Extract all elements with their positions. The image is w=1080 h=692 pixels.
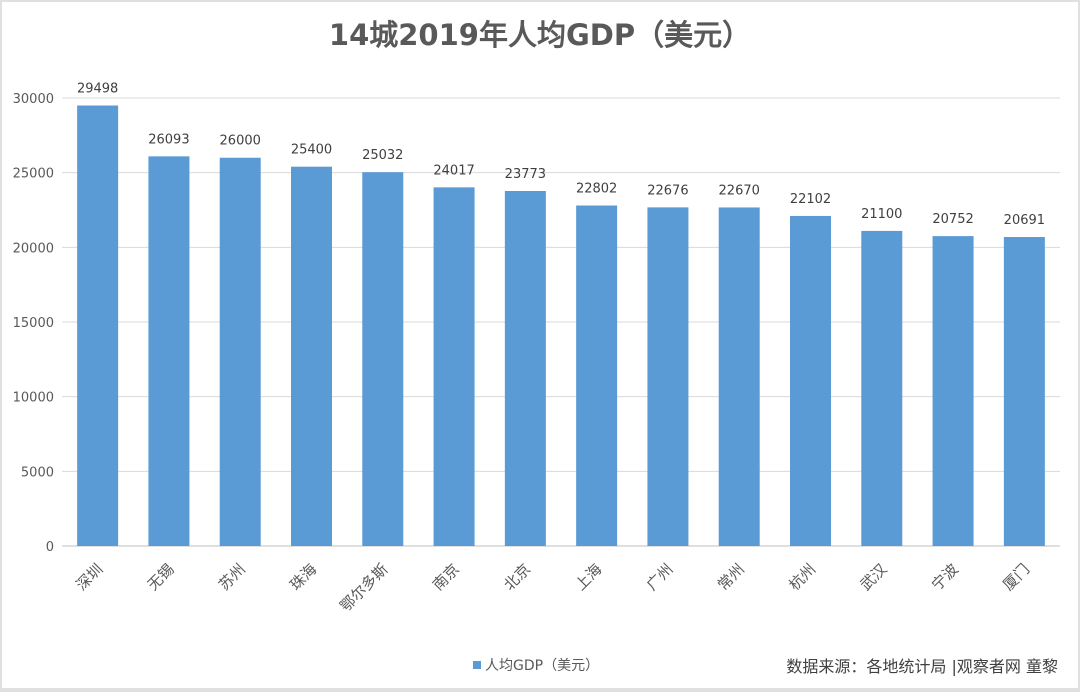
legend-label: 人均GDP（美元） [485,658,600,674]
data-label: 22102 [790,192,831,207]
data-label: 22802 [576,181,617,196]
y-tick-label: 0 [46,540,54,555]
bar [504,190,546,546]
legend-swatch [473,661,481,669]
data-label: 20691 [1004,213,1045,228]
bar [77,105,119,547]
y-tick-label: 20000 [13,241,54,256]
y-tick-label: 15000 [13,316,54,331]
data-label: 22676 [647,183,688,198]
source-note: 数据来源：各地统计局 |观察者网 童黎 [786,657,1058,676]
bar [932,236,974,547]
x-tick-label: 武汉 [857,560,891,594]
bar [148,156,190,546]
legend: 人均GDP（美元） [473,655,599,675]
y-tick-label: 10000 [13,391,54,406]
data-label: 29498 [77,81,118,96]
x-tick-label: 上海 [572,560,606,594]
y-tick-label: 5000 [21,465,54,480]
data-label: 26000 [220,134,261,149]
y-tick-label: 30000 [13,92,54,107]
x-tick-label: 广州 [643,560,677,594]
y-tick-label: 25000 [13,167,54,182]
x-tick-label: 北京 [500,560,534,594]
x-tick-label: 深圳 [73,560,107,594]
data-label: 25032 [362,148,403,163]
bar [647,207,689,546]
bar [433,187,475,546]
bar [790,215,831,546]
data-label: 25400 [291,143,332,158]
x-tick-label: 南京 [429,560,463,594]
data-label: 23773 [505,167,546,182]
data-label: 20752 [932,212,973,227]
chart-title: 14城2019年人均GDP（美元） [328,18,752,52]
bar [718,207,760,546]
x-tick-label: 无锡 [144,560,178,594]
bar [219,157,261,546]
x-tick-label: 厦门 [999,560,1033,594]
bar [362,172,404,547]
data-label: 24017 [433,163,474,178]
x-tick-label: 苏州 [215,560,249,594]
bar [861,230,903,546]
bar [291,166,332,546]
data-label: 22670 [719,183,760,198]
x-tick-label: 常州 [714,560,748,594]
x-tick-label: 宁波 [928,560,962,594]
x-tick-label: 珠海 [286,560,320,594]
data-label: 21100 [861,207,902,222]
bar [1003,237,1045,546]
data-label: 26093 [148,132,189,147]
bar [576,205,618,547]
x-tick-label: 鄂尔多斯 [336,560,391,615]
x-tick-label: 杭州 [785,560,819,594]
